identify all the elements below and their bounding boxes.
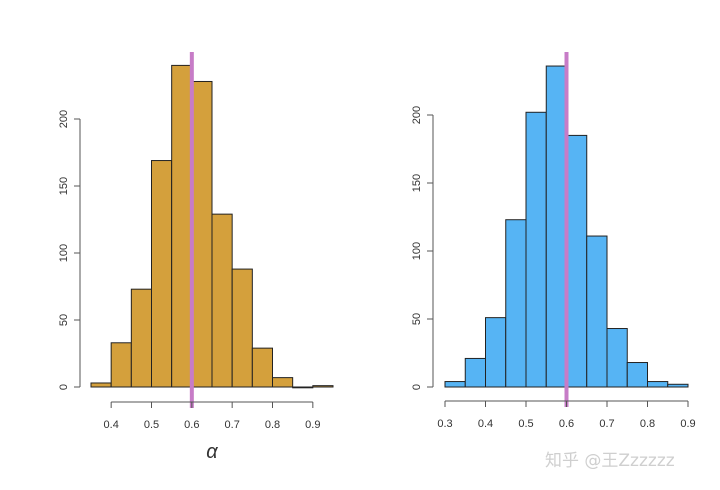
x-tick-label: 0.5 <box>144 419 159 431</box>
histogram-bar <box>667 383 689 388</box>
histogram-bar <box>292 386 314 389</box>
histogram-bar <box>231 268 253 388</box>
histogram-bar <box>171 64 193 388</box>
histogram-bar <box>606 328 628 388</box>
x-tick-label: 0.8 <box>640 418 655 430</box>
histogram-bar <box>464 357 486 388</box>
x-tick-label: 0.9 <box>305 419 320 431</box>
histogram-bar <box>130 288 152 388</box>
y-tick-label: 200 <box>58 110 70 128</box>
x-tick-label: 0.3 <box>437 418 452 430</box>
y-tick-label: 0 <box>411 384 423 390</box>
histogram-bar <box>312 385 334 388</box>
histogram-bar <box>151 160 173 388</box>
histogram-bar <box>505 219 527 388</box>
histogram-bar <box>444 381 466 388</box>
x-tick-label: 0.7 <box>599 418 614 430</box>
histogram-panel-1: 0 50 100 150 200 0.4 0.5 0.6 0.7 0.8 0.9 α <box>58 52 334 463</box>
histogram-bar <box>272 377 294 388</box>
histogram-panel-2: 0 50 100 150 200 0.3 0.4 0.5 0.6 0.7 0.8 0.9 <box>411 52 696 430</box>
y-tick-label: 100 <box>58 244 70 262</box>
histogram-bar <box>626 362 648 388</box>
y-tick-label: 50 <box>411 313 423 325</box>
y-tick-label: 100 <box>411 242 423 260</box>
histogram-bar <box>586 235 608 388</box>
y-tick-label: 150 <box>411 174 423 192</box>
y-tick-label: 200 <box>411 106 423 124</box>
histogram-bar <box>545 65 567 388</box>
histogram-bar <box>525 111 547 388</box>
histogram-bar <box>191 80 213 388</box>
y-tick-label: 150 <box>58 177 70 195</box>
x-tick-label: 0.6 <box>559 418 574 430</box>
histogram-bar <box>90 382 112 388</box>
y-tick-label: 0 <box>58 384 70 390</box>
watermark: 知乎 @王Zzzzzz <box>545 451 675 471</box>
x-tick-label: 0.5 <box>518 418 533 430</box>
x-tick-label: 0.9 <box>680 418 695 430</box>
x-tick-label: 0.4 <box>478 418 493 430</box>
histogram-bar <box>566 134 588 388</box>
x-tick-label: 0.4 <box>104 419 119 431</box>
histogram-bar <box>251 347 273 388</box>
x-tick-label: 0.7 <box>225 419 240 431</box>
x-tick-label: 0.6 <box>184 419 199 431</box>
y-tick-label: 50 <box>58 314 70 326</box>
histogram-bar <box>485 317 507 388</box>
histogram-bar <box>647 381 669 388</box>
histogram-bar <box>211 213 233 388</box>
x-tick-label: 0.8 <box>265 419 280 431</box>
histogram-bar <box>110 342 132 388</box>
x-axis-label: α <box>206 441 218 463</box>
